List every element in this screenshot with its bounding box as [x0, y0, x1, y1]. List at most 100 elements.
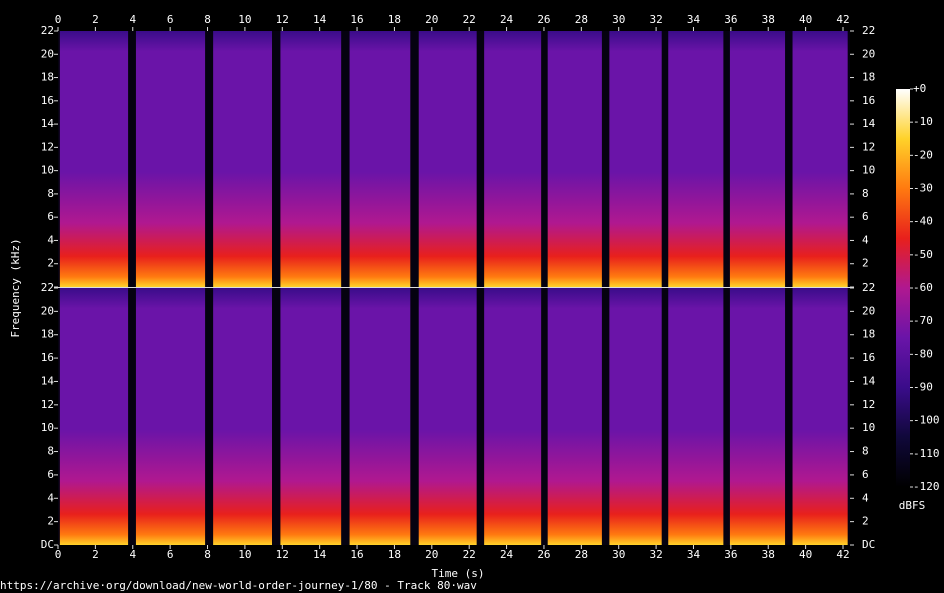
audio-segment	[547, 288, 602, 545]
y-tick-label: 6	[862, 210, 869, 223]
y-tick-label: 18	[41, 328, 54, 341]
y-tick-label: 14	[41, 374, 55, 387]
audio-segment	[213, 31, 273, 287]
x-tick-label: 22	[463, 13, 476, 26]
colorbar-tick-label: +0	[913, 82, 926, 95]
y-tick-label: 12	[41, 398, 54, 411]
x-tick-label: 36	[724, 548, 737, 561]
y-tick-label: 22	[41, 24, 54, 37]
colorbar-tick-label: -40	[913, 215, 933, 228]
y-tick-label: 22	[41, 281, 54, 294]
y-tick-label: 18	[41, 71, 54, 84]
x-tick-label: 42	[836, 548, 849, 561]
audio-segment	[280, 31, 342, 287]
x-tick-label: 38	[762, 13, 775, 26]
colorbar-tick-label: -100	[913, 414, 940, 427]
x-tick-label: 4	[129, 548, 136, 561]
x-tick-label: 32	[649, 548, 662, 561]
audio-segment	[418, 288, 477, 545]
x-tick-label: 26	[537, 13, 550, 26]
x-tick-label: 0	[55, 13, 62, 26]
y-tick-label: 20	[41, 47, 54, 60]
x-tick-label: 18	[388, 548, 401, 561]
y-tick-label: 2	[47, 257, 54, 270]
x-tick-label: 40	[799, 13, 812, 26]
y-tick-label: 8	[862, 445, 869, 458]
audio-segment	[280, 288, 342, 545]
y-tick-label: 14	[862, 374, 876, 387]
y-tick-label: 4	[862, 233, 869, 246]
x-tick-label: 24	[500, 13, 514, 26]
audio-segment	[668, 288, 724, 545]
y-tick-label: 12	[862, 140, 875, 153]
x-tick-label: 16	[350, 13, 363, 26]
x-axis-label: Time (s)	[432, 567, 485, 580]
y-tick-label: 20	[41, 304, 54, 317]
y-tick-label: 10	[862, 164, 875, 177]
x-tick-label: 34	[687, 548, 701, 561]
y-tick-label: 16	[862, 94, 875, 107]
colorbar-tick-label: -30	[913, 182, 933, 195]
audio-segment	[349, 288, 411, 545]
y-tick-label: 20	[862, 47, 875, 60]
audio-segment	[213, 288, 273, 545]
x-tick-label: 26	[537, 548, 550, 561]
x-tick-label: 2	[92, 548, 99, 561]
x-tick-label: 16	[350, 548, 363, 561]
y-tick-label: DC	[862, 538, 875, 551]
y-tick-label: 2	[862, 515, 869, 528]
audio-segment	[609, 288, 662, 545]
audio-segment	[418, 31, 477, 287]
y-tick-label: 12	[41, 140, 54, 153]
x-tick-label: 14	[313, 548, 327, 561]
x-tick-label: 12	[276, 13, 289, 26]
x-tick-label: 24	[500, 548, 514, 561]
audio-segment	[135, 288, 206, 545]
audio-segment	[59, 31, 129, 287]
x-tick-label: 28	[575, 13, 588, 26]
colorbar-tick-label: -90	[913, 381, 933, 394]
colorbar-tick-label: -120	[913, 480, 940, 493]
y-tick-label: 14	[41, 117, 55, 130]
x-tick-label: 36	[724, 13, 737, 26]
y-tick-label: 18	[862, 71, 875, 84]
x-tick-label: 10	[238, 548, 251, 561]
y-tick-label: 8	[47, 187, 54, 200]
x-tick-label: 22	[463, 548, 476, 561]
y-tick-label: 22	[862, 281, 875, 294]
y-tick-label: 10	[862, 421, 875, 434]
x-tick-label: 32	[649, 13, 662, 26]
y-tick-label: 20	[862, 304, 875, 317]
y-tick-label: 16	[41, 94, 54, 107]
colorbar-tick-label: -60	[913, 281, 933, 294]
y-tick-label: 6	[47, 210, 54, 223]
audio-segment	[792, 31, 848, 287]
x-tick-label: 6	[167, 548, 174, 561]
y-tick-label: 22	[862, 24, 875, 37]
y-axis-label: Frequency (kHz)	[9, 238, 22, 337]
colorbar-tick-label: -50	[913, 248, 933, 261]
x-tick-label: 8	[204, 548, 211, 561]
x-tick-label: 20	[425, 548, 438, 561]
y-tick-label: 16	[41, 351, 54, 364]
x-tick-label: 34	[687, 13, 701, 26]
x-tick-label: 40	[799, 548, 812, 561]
y-tick-label: 4	[47, 233, 54, 246]
x-tick-label: 12	[276, 548, 289, 561]
x-tick-label: 42	[836, 13, 849, 26]
audio-segment	[135, 31, 206, 287]
audio-segment	[792, 288, 848, 545]
colorbar-tick-label: -20	[913, 148, 933, 161]
x-tick-label: 8	[204, 13, 211, 26]
colorbar	[896, 89, 910, 487]
audio-segment	[484, 31, 542, 287]
colorbar-tick-label: -70	[913, 314, 933, 327]
y-tick-label: 12	[862, 398, 875, 411]
y-tick-label: 18	[862, 328, 875, 341]
x-tick-label: 30	[612, 548, 625, 561]
y-tick-label: 10	[41, 164, 54, 177]
x-tick-label: 30	[612, 13, 625, 26]
y-tick-label: 8	[47, 445, 54, 458]
colorbar-label: dBFS	[899, 499, 926, 512]
